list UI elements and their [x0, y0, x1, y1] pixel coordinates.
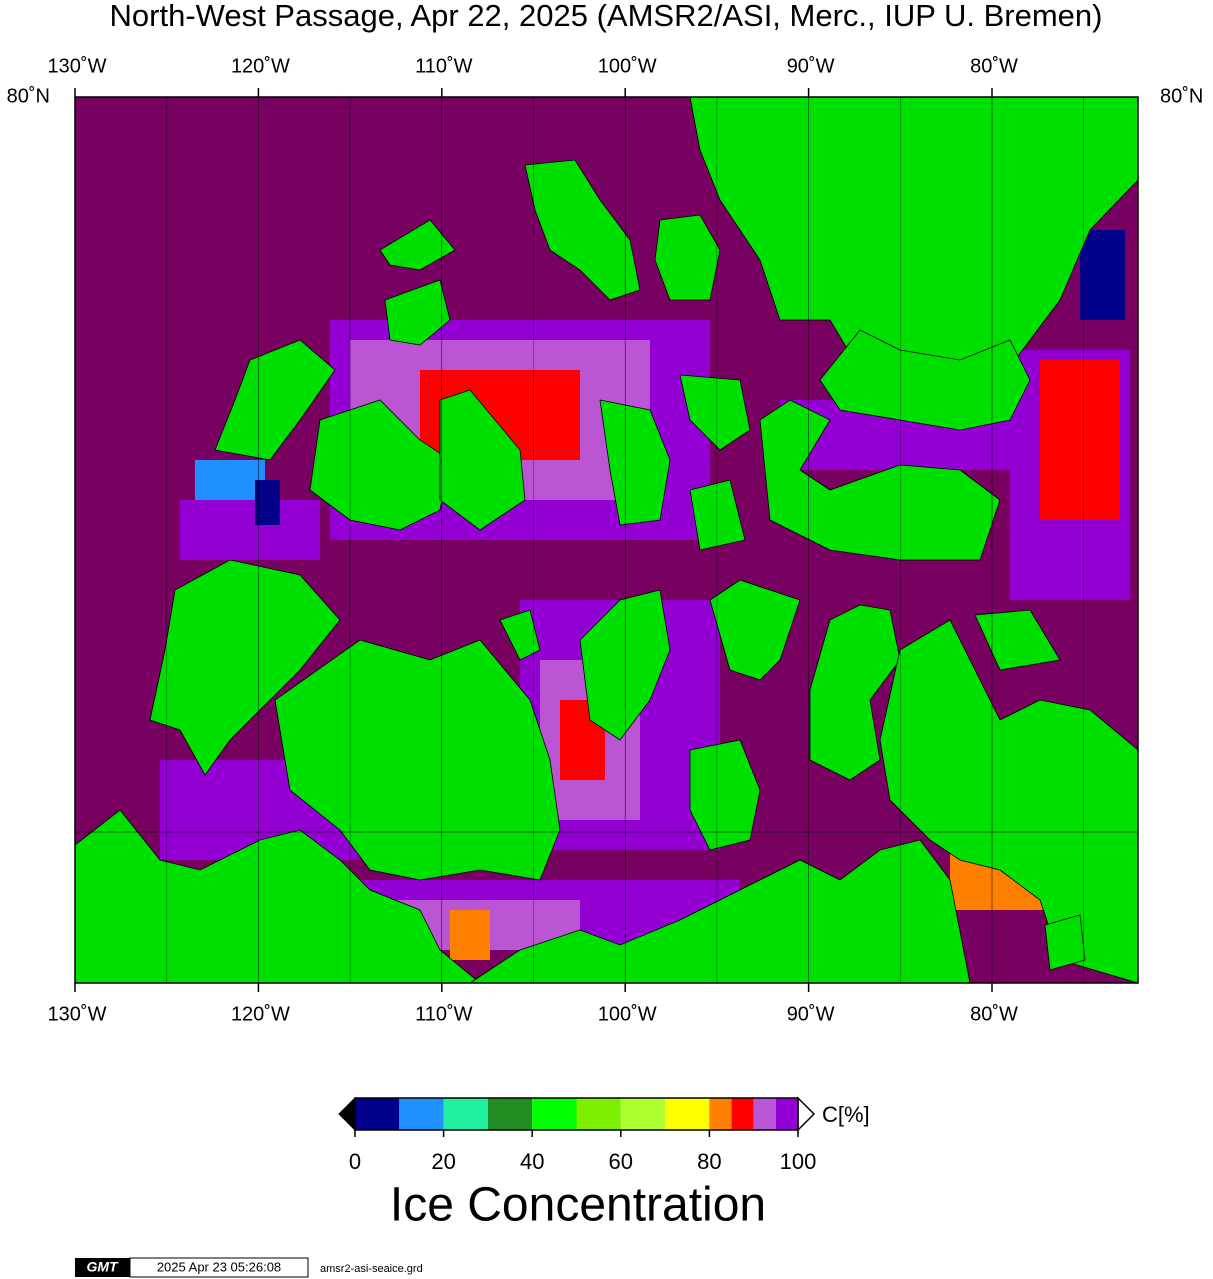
lon-label-bottom: 110˚W — [415, 1003, 473, 1025]
colorbar-over — [797, 1096, 816, 1132]
lon-label-top: 100˚W — [598, 55, 657, 77]
colorbar-frame — [354, 1097, 799, 1131]
land — [74, 96, 1139, 984]
colorbar-tick-label: 20 — [431, 1149, 455, 1174]
colorbar-under — [338, 1096, 356, 1132]
colorbar-tick-label: 0 — [349, 1149, 361, 1174]
colorbar-segment — [443, 1098, 488, 1130]
gmt-logo-text: GMT — [86, 1259, 119, 1275]
file-name: amsr2-asi-seaice.grd — [320, 1263, 423, 1275]
colorbar-tick-label: 60 — [609, 1149, 633, 1174]
lon-label-bottom: 80˚W — [970, 1003, 1018, 1025]
graticule — [166, 97, 1084, 983]
colorbar-label: Ice Concentration — [390, 1179, 766, 1232]
lon-label-top: 130˚W — [48, 55, 107, 77]
colorbar-segment — [487, 1098, 533, 1130]
colorbar-segment — [753, 1098, 776, 1130]
lon-label-top: 110˚W — [415, 55, 473, 77]
footer: GMT 2025 Apr 23 05:26:08 amsr2-asi-seaic… — [75, 1257, 423, 1278]
lon-label-bottom: 90˚W — [787, 1003, 835, 1025]
lon-label-top: 80˚W — [970, 55, 1018, 77]
lon-label-bottom: 100˚W — [598, 1003, 657, 1025]
colorbar-segment — [355, 1098, 400, 1130]
lat-label-left: 80˚N — [7, 85, 50, 107]
map-frame — [74, 96, 1139, 984]
colorbar-segment — [709, 1098, 732, 1130]
gmt-logo — [75, 1258, 130, 1277]
colorbar-segment — [665, 1098, 710, 1130]
colorbar-segment — [576, 1098, 621, 1130]
lon-label-top: 120˚W — [231, 55, 290, 77]
colorbar-segment — [532, 1098, 577, 1130]
map: 80˚N 80˚N 130˚W 130˚W 120˚W 120˚W 110˚W 110˚W… — [7, 55, 1204, 1025]
colorbar: C[%] Ice Concentration 0 20 40 60 80 100 — [338, 1096, 870, 1232]
colorbar-tick-label: 80 — [697, 1149, 721, 1174]
colorbar-segment — [620, 1098, 666, 1130]
colorbar-segment — [775, 1098, 798, 1130]
map-title: North-West Passage, Apr 22, 2025 (AMSR2/… — [110, 0, 1103, 33]
lon-label-bottom: 130˚W — [48, 1003, 107, 1025]
timestamp: 2025 Apr 23 05:26:08 — [157, 1259, 281, 1274]
lon-label-top: 90˚W — [787, 55, 835, 77]
colorbar-segment — [399, 1098, 444, 1130]
colorbar-tick-label: 40 — [520, 1149, 544, 1174]
lat-label-right: 80˚N — [1160, 85, 1203, 107]
lon-label-bottom: 120˚W — [231, 1003, 290, 1025]
colorbar-segment — [731, 1098, 754, 1130]
timestamp-box — [129, 1257, 309, 1278]
colorbar-tick-label: 100 — [780, 1149, 817, 1174]
colorbar-unit: C[%] — [822, 1102, 870, 1127]
